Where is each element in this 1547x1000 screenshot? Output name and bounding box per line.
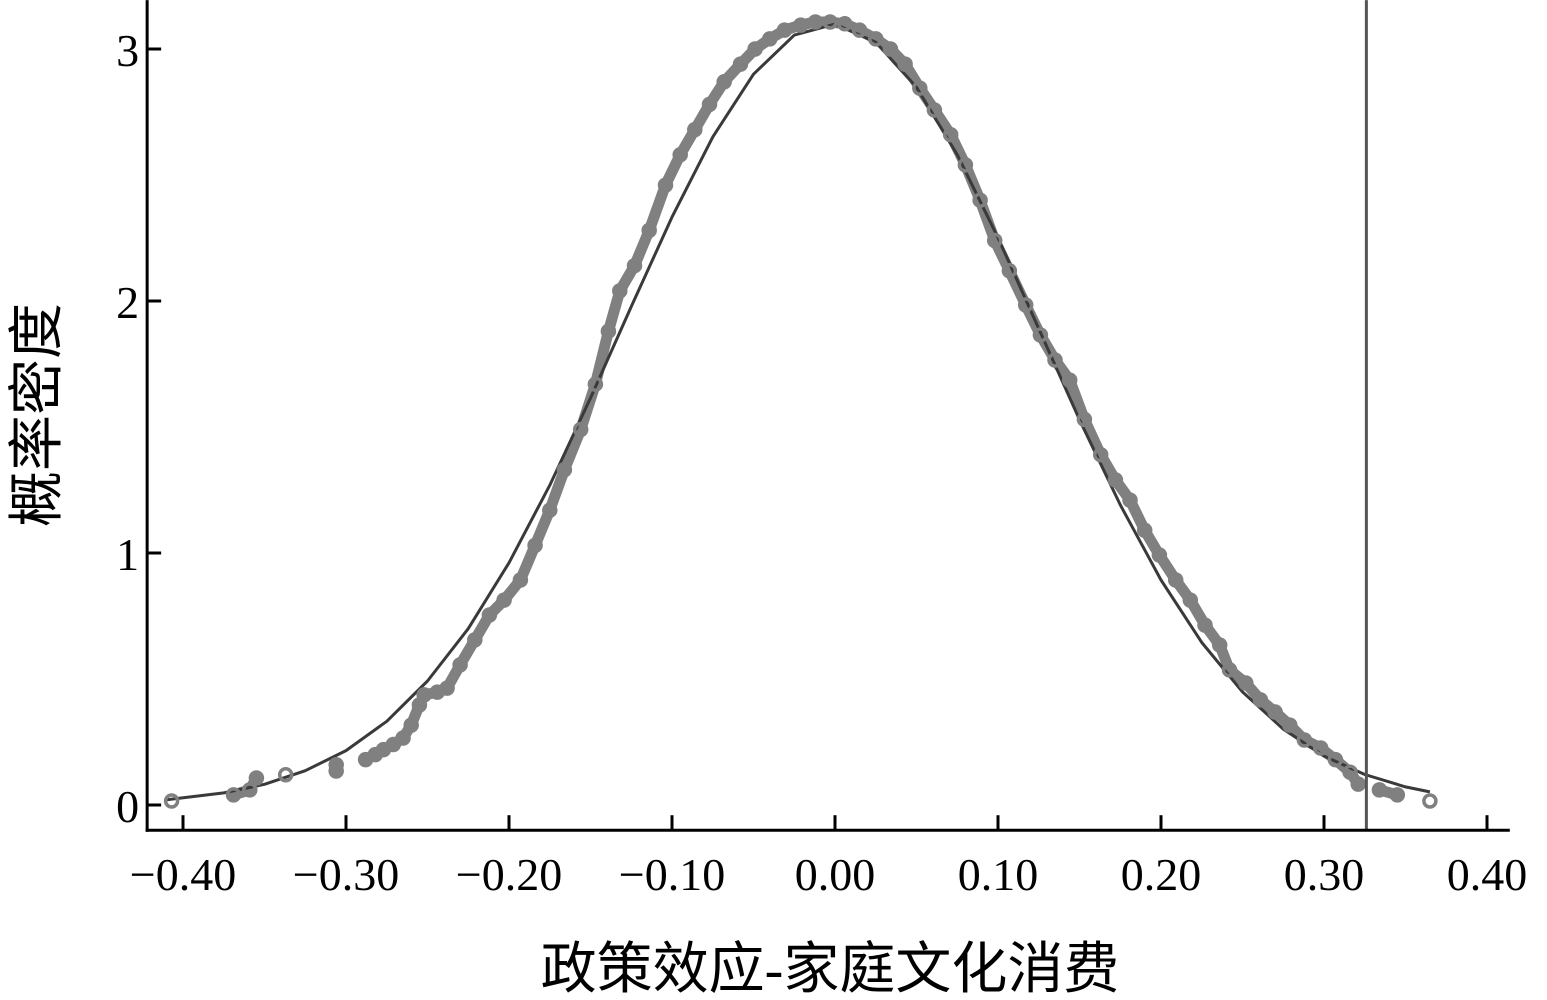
x-tick-label: 0.30 xyxy=(1284,849,1365,900)
density-point xyxy=(587,376,604,392)
density-band-segment xyxy=(589,325,614,390)
density-point xyxy=(1151,547,1168,563)
density-point xyxy=(687,121,703,138)
density-point xyxy=(942,126,959,143)
density-point xyxy=(1267,704,1283,720)
density-point xyxy=(467,632,483,648)
density-point xyxy=(512,572,529,588)
density-point xyxy=(793,17,809,33)
density-point xyxy=(1032,327,1049,343)
density-point xyxy=(556,462,573,478)
density-point xyxy=(527,537,543,554)
density-point xyxy=(328,763,344,779)
density-point xyxy=(242,782,258,798)
density-point xyxy=(868,31,884,47)
density-point xyxy=(1136,522,1153,539)
density-point xyxy=(403,717,419,733)
density-point xyxy=(1282,717,1298,733)
density-point xyxy=(657,177,674,193)
density-point xyxy=(1122,492,1138,508)
x-tick-label: −0.30 xyxy=(293,849,399,900)
x-tick-label: 0.20 xyxy=(1121,849,1202,900)
density-point xyxy=(897,56,913,72)
density-point xyxy=(1047,352,1063,368)
density-point xyxy=(452,657,468,673)
density-point xyxy=(1422,793,1438,809)
x-tick-label: 0.10 xyxy=(958,849,1039,900)
density-point xyxy=(716,74,732,90)
density-point xyxy=(439,680,455,696)
density-point xyxy=(600,323,617,339)
density-point xyxy=(225,787,242,803)
density-point xyxy=(248,770,265,786)
density-point xyxy=(732,56,749,72)
density-points xyxy=(163,14,1438,809)
density-point xyxy=(1238,675,1254,691)
density-point xyxy=(747,41,763,57)
density-point xyxy=(1252,692,1269,708)
density-point xyxy=(1167,572,1184,588)
density-point xyxy=(762,31,778,47)
density-point xyxy=(1327,751,1344,768)
x-tick-label: −0.10 xyxy=(619,849,725,900)
density-point xyxy=(957,157,974,173)
density-point xyxy=(1342,764,1358,780)
axes xyxy=(145,0,1510,832)
x-tick-label: 0.40 xyxy=(1447,849,1528,900)
density-point xyxy=(1061,372,1078,388)
density-point xyxy=(1221,662,1238,678)
density-band xyxy=(228,16,1403,801)
density-point xyxy=(776,22,793,38)
y-axis-title: 概率密度 xyxy=(7,303,69,527)
density-point xyxy=(1350,776,1366,792)
density-point xyxy=(1001,263,1018,279)
density-point xyxy=(626,257,643,274)
y-tick-label: 2 xyxy=(116,277,139,328)
density-point xyxy=(837,16,853,32)
y-axis-ticks: 0 1 2 3 xyxy=(116,25,162,832)
density-point xyxy=(1389,787,1406,803)
density-point xyxy=(986,232,1003,249)
density-band-segment xyxy=(643,179,671,236)
density-point xyxy=(328,756,344,773)
density-point xyxy=(807,14,824,30)
density-point xyxy=(1371,782,1388,798)
x-tick-label: −0.20 xyxy=(456,849,562,900)
density-point xyxy=(851,22,868,38)
x-tick-label: 0.00 xyxy=(795,849,876,900)
density-point xyxy=(1197,617,1213,633)
y-tick-label: 0 xyxy=(116,781,139,832)
density-point xyxy=(1017,297,1034,313)
density-point xyxy=(1076,411,1093,428)
density-point xyxy=(1211,637,1228,653)
density-point xyxy=(395,730,411,746)
density-point xyxy=(926,102,943,118)
density-point xyxy=(912,80,928,96)
density-point xyxy=(882,41,899,57)
x-axis-ticks: −0.40 −0.30 −0.20 −0.10 0.00 0.10 0.20 0.30 0.40 xyxy=(130,815,1527,900)
density-point xyxy=(496,592,512,608)
x-axis-title: 政策效应-家庭文化消费 xyxy=(541,939,1120,1000)
density-point xyxy=(641,222,657,239)
y-tick-label: 3 xyxy=(116,25,139,76)
density-point xyxy=(701,96,718,113)
density-point xyxy=(822,14,838,30)
density-point xyxy=(542,502,558,518)
density-point xyxy=(572,421,589,438)
density-point xyxy=(1312,740,1329,756)
density-point xyxy=(163,793,180,809)
density-point xyxy=(1296,732,1313,748)
density-point xyxy=(972,192,988,208)
density-point xyxy=(481,607,498,623)
x-tick-label: −0.40 xyxy=(130,849,236,900)
density-point xyxy=(1107,472,1124,488)
density-point xyxy=(1092,446,1109,463)
density-point xyxy=(277,767,294,783)
density-point xyxy=(672,147,688,163)
y-tick-label: 1 xyxy=(116,529,139,580)
density-point xyxy=(612,283,628,299)
density-band-segment xyxy=(1373,784,1403,801)
density-point xyxy=(1182,592,1199,608)
